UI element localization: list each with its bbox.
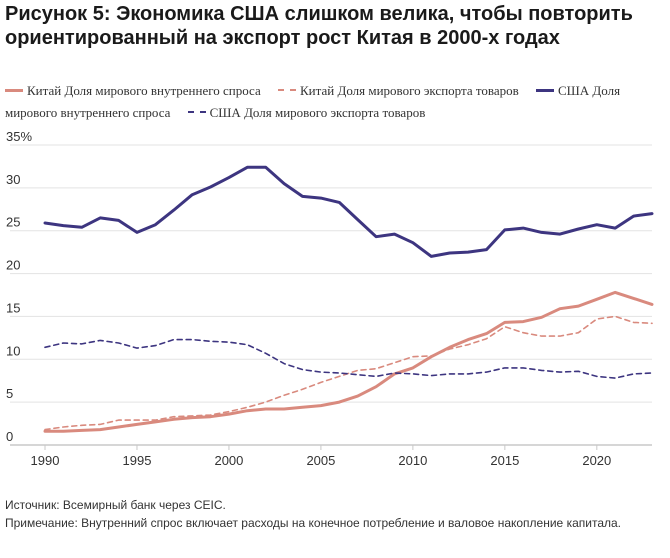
- legend-swatch-usa-domestic: [535, 88, 554, 92]
- line-chart: 1990 1995 2000 2005 2010 2015 2020 35%30252015…: [6, 130, 654, 468]
- legend-item-china-domestic: Китай Доля мирового внутреннего спроса: [5, 83, 261, 98]
- source-note: Источник: Всемирный банк через CEIC.: [5, 498, 226, 512]
- series-line-usa-domestic-demand: [43, 165, 654, 258]
- y-tick-label-10: 10: [6, 343, 20, 358]
- y-tick-label-35: 35%: [6, 130, 32, 144]
- grid-lines: [10, 144, 652, 403]
- legend-swatch-china-domestic: [5, 88, 23, 92]
- legend-label-usa-domestic: США Доля мирового внутреннего спроса: [5, 83, 621, 120]
- y-tick-label-5: 5: [6, 386, 13, 401]
- y-tick-label-30: 30: [6, 172, 20, 187]
- y-tick-label-25: 25: [6, 215, 20, 230]
- series-line-china-goods-export: [44, 315, 653, 431]
- footnote: Примечание: Внутренний спрос включает ра…: [5, 516, 621, 530]
- page-title: Рисунок 5: Экономика США слишком велика,…: [5, 3, 633, 49]
- x-tick-label-2000: 2000: [214, 453, 243, 468]
- series-line-usa-goods-export: [44, 338, 653, 379]
- y-tick-label-20: 20: [6, 258, 20, 273]
- x-tick-label-2020: 2020: [582, 453, 611, 468]
- legend-label-usa-export: США Доля мирового экспорта товаров: [209, 105, 426, 120]
- chart-notes: Источник: Всемирный банк через CEIC. При…: [5, 498, 665, 534]
- legend-item-china-export: Китай Доля мирового экспорта товаров: [278, 83, 519, 98]
- x-tick-label-1995: 1995: [123, 453, 152, 468]
- legend-label-china-domestic: Китай Доля мирового внутреннего спроса: [27, 83, 261, 98]
- x-tick-label-1990: 1990: [31, 453, 60, 468]
- legend-label-china-export: Китай Доля мирового экспорта товаров: [300, 83, 519, 98]
- legend-item-usa-domestic: США Доля мирового внутреннего спроса: [5, 83, 620, 120]
- legend-swatch-usa-export: [187, 111, 206, 114]
- series-lines: [43, 165, 654, 433]
- chart-legend: Китай Доля мирового внутреннего спроса К…: [5, 80, 665, 124]
- x-tick-label-2005: 2005: [306, 453, 335, 468]
- series-line-china-domestic-demand: [43, 290, 654, 433]
- x-axis: 1990 1995 2000 2005 2010 2015 2020: [10, 444, 652, 468]
- y-tick-label-0: 0: [6, 429, 13, 444]
- x-tick-label-2010: 2010: [398, 453, 427, 468]
- legend-item-usa-export: США Доля мирового экспорта товаров: [187, 105, 426, 120]
- legend-swatch-china-export: [278, 89, 296, 92]
- x-tick-label-2015: 2015: [490, 453, 519, 468]
- y-axis: 35% 30 25 20 15 10 5 0: [6, 130, 32, 444]
- y-tick-label-15: 15: [6, 300, 20, 315]
